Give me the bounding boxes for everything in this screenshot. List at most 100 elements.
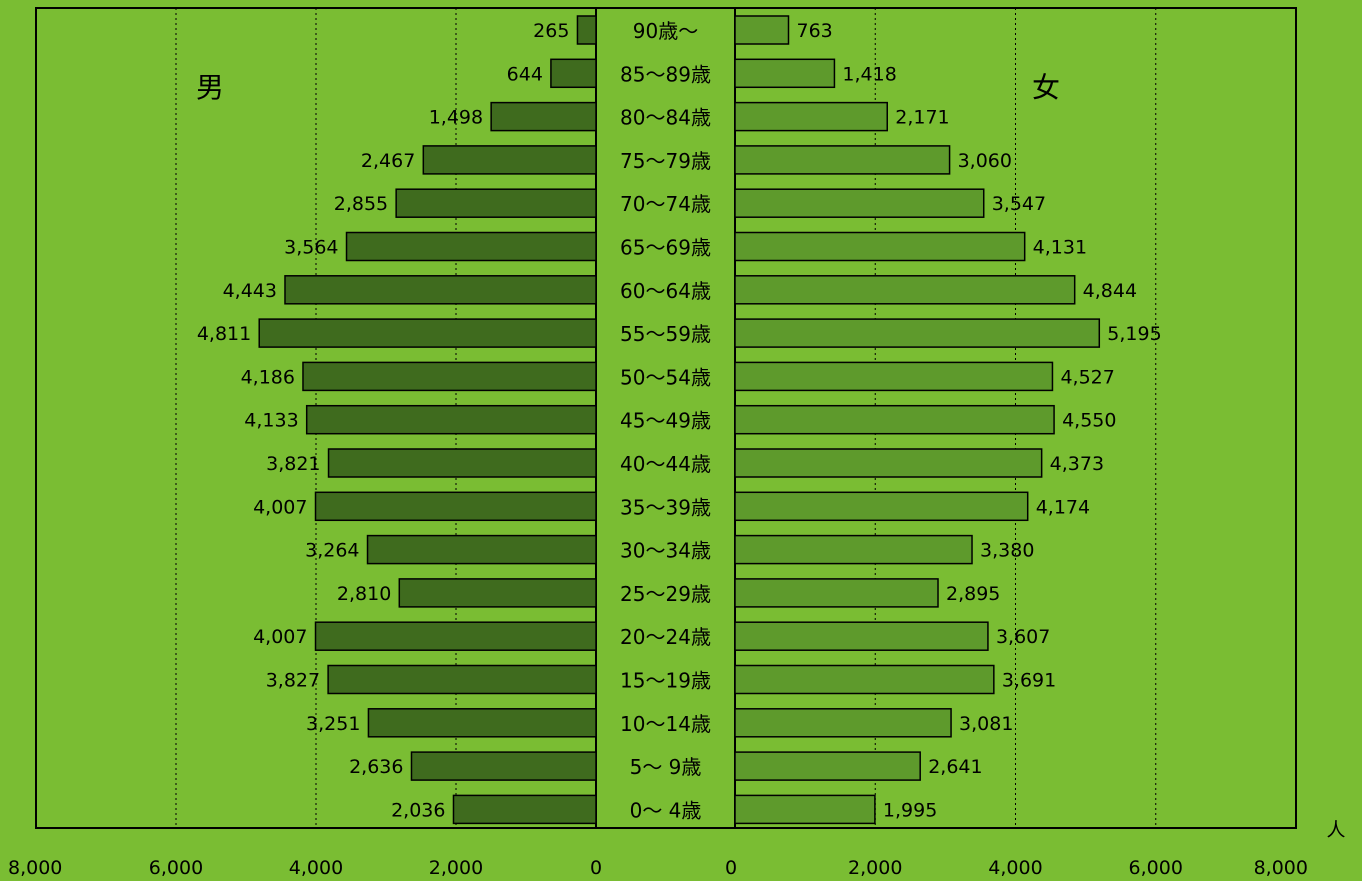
x-tick-label-male: 6,000	[149, 857, 203, 879]
bar-male	[345, 231, 597, 262]
age-group-label: 85～89歳	[620, 62, 711, 86]
value-label-female: 3,607	[996, 626, 1050, 648]
value-label-female: 3,060	[958, 150, 1012, 172]
x-tick-label-female: 4,000	[988, 857, 1042, 879]
value-label-male: 4,443	[223, 280, 277, 302]
bar-female	[734, 491, 1029, 522]
bar-female	[734, 404, 1055, 435]
value-label-female: 2,171	[895, 107, 949, 129]
plot-frame	[35, 7, 1297, 829]
bar-male	[452, 794, 597, 825]
bar-male	[395, 188, 597, 218]
bar-female	[734, 318, 1101, 348]
age-group-label: 80～84歳	[620, 106, 711, 130]
value-label-female: 1,418	[842, 63, 896, 85]
x-tick-label-male: 0	[590, 857, 602, 879]
age-group-label: 70～74歳	[620, 192, 711, 216]
x-tick-label-male: 4,000	[289, 857, 343, 879]
value-label-male: 3,251	[306, 713, 360, 735]
bar-male	[490, 101, 597, 132]
value-label-female: 3,081	[959, 713, 1013, 735]
bar-male	[410, 751, 597, 781]
value-label-male: 4,811	[197, 323, 251, 345]
age-group-label: 25～29歳	[620, 582, 711, 606]
bar-male	[327, 664, 597, 695]
bar-male	[367, 708, 597, 738]
labels: 265 763 90歳～ 644 1,418 85～89歳 1,498 2,171 80～84歳…	[8, 19, 1308, 879]
value-label-female: 3,547	[992, 193, 1046, 215]
value-label-male: 4,007	[253, 496, 307, 518]
bar-female	[734, 708, 952, 738]
bar-female	[734, 578, 939, 608]
bar-female	[734, 621, 989, 651]
bar-male	[327, 448, 597, 478]
bar-female	[734, 231, 1026, 262]
bar-female	[734, 751, 921, 781]
bar-female	[734, 145, 951, 175]
value-label-female: 4,131	[1033, 237, 1087, 259]
bar-male	[366, 534, 597, 565]
value-label-female: 3,380	[980, 540, 1034, 562]
bar-male	[305, 404, 597, 435]
bar-female	[734, 448, 1043, 478]
x-tick-label-male: 8,000	[8, 857, 62, 879]
bar-female	[734, 361, 1054, 392]
value-label-male: 4,186	[241, 366, 295, 388]
age-group-label: 35～39歳	[620, 495, 711, 519]
value-label-male: 3,264	[305, 540, 359, 562]
value-label-male: 265	[533, 20, 569, 42]
female-side-label: 女	[1032, 71, 1060, 104]
bar-female	[734, 664, 995, 695]
bar-male	[314, 621, 597, 651]
bar-female	[734, 534, 973, 565]
bar-male	[550, 58, 597, 89]
x-tick-label-male: 2,000	[429, 857, 483, 879]
value-label-male: 4,133	[244, 410, 298, 432]
age-group-label: 45～49歳	[620, 409, 711, 433]
age-group-label: 5～ 9歳	[630, 755, 702, 779]
x-tick-label-female: 8,000	[1254, 857, 1308, 879]
x-tick-label-female: 2,000	[848, 857, 902, 879]
value-label-female: 4,174	[1036, 496, 1090, 518]
age-group-label: 20～24歳	[620, 625, 711, 649]
value-label-male: 3,827	[266, 670, 320, 692]
value-label-male: 1,498	[429, 107, 483, 129]
value-label-male: 2,810	[337, 583, 391, 605]
bar-female	[734, 794, 876, 825]
bar-female	[734, 15, 790, 45]
value-label-female: 4,844	[1083, 280, 1137, 302]
value-label-female: 4,550	[1062, 410, 1116, 432]
age-group-label: 30～34歳	[620, 539, 711, 563]
value-label-male: 2,636	[349, 756, 403, 778]
value-label-female: 3,691	[1002, 670, 1056, 692]
value-label-male: 3,564	[284, 237, 338, 259]
bar-male	[422, 145, 597, 175]
x-tick-label-female: 6,000	[1129, 857, 1183, 879]
value-label-female: 4,527	[1060, 366, 1114, 388]
unit-label: 人	[1326, 819, 1345, 841]
bar-male	[284, 275, 597, 305]
value-label-male: 2,036	[391, 799, 445, 821]
bars	[258, 15, 1101, 825]
age-group-label: 90歳～	[633, 19, 698, 43]
value-label-male: 4,007	[253, 626, 307, 648]
x-tick-label-female: 0	[725, 857, 737, 879]
bar-male	[314, 491, 597, 522]
value-label-female: 5,195	[1107, 323, 1161, 345]
bar-male	[302, 361, 597, 392]
age-group-label: 15～19歳	[620, 669, 711, 693]
bar-female	[734, 188, 985, 218]
value-label-female: 763	[797, 20, 833, 42]
age-group-label: 50～54歳	[620, 365, 711, 389]
bar-male	[258, 318, 597, 348]
age-group-label: 55～59歳	[620, 322, 711, 346]
age-group-label: 40～44歳	[620, 452, 711, 476]
age-group-label: 0～ 4歳	[630, 798, 702, 822]
value-label-female: 2,641	[928, 756, 982, 778]
bar-male	[576, 15, 597, 45]
value-label-male: 644	[507, 63, 543, 85]
value-label-female: 4,373	[1050, 453, 1104, 475]
value-label-male: 2,467	[361, 150, 415, 172]
age-group-label: 65～69歳	[620, 236, 711, 260]
